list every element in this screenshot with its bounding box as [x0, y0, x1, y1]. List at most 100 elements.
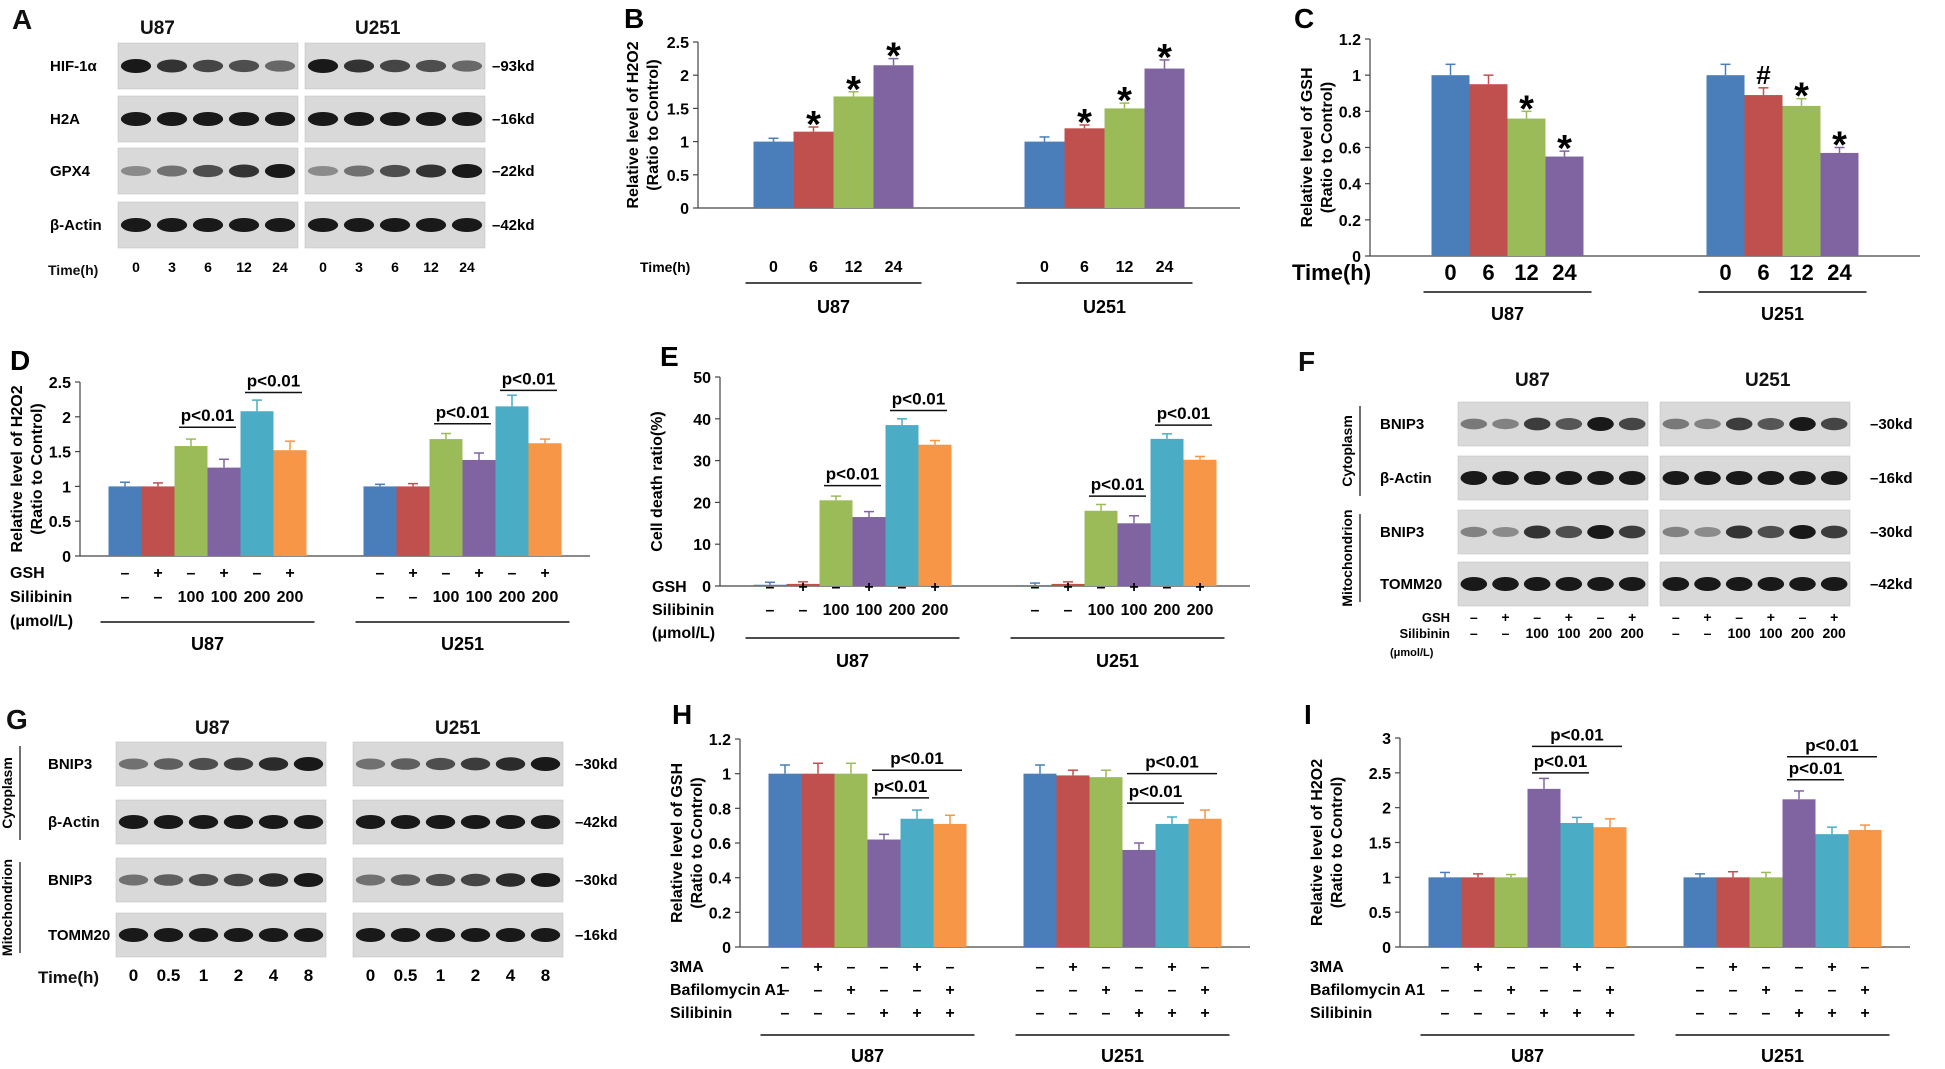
blot-band	[355, 815, 386, 829]
condition-value: –	[766, 602, 775, 619]
kd-label: –30kd	[575, 872, 618, 889]
bar	[240, 411, 274, 556]
significance-mark: *	[806, 104, 821, 146]
condition-value: 200	[1791, 625, 1815, 641]
condition-value: 200	[499, 589, 526, 606]
p-value-label: p<0.01	[181, 406, 234, 425]
condition-value: 24	[1156, 259, 1174, 276]
blot-strip	[352, 799, 564, 845]
condition-value: +	[474, 565, 483, 582]
blot-band	[379, 112, 411, 126]
blot-strip	[352, 912, 564, 958]
condition-value: +	[1063, 579, 1072, 596]
blot-band	[1725, 417, 1753, 431]
blot-band	[307, 112, 339, 126]
bar	[867, 839, 901, 947]
kd-label: –16kd	[575, 927, 618, 944]
blot-strip	[1659, 561, 1851, 607]
blot-band	[188, 928, 219, 942]
time-value: 4	[269, 966, 279, 985]
group-name: U251	[1761, 1046, 1804, 1066]
significance-mark: *	[1832, 125, 1847, 167]
time-value: 3	[168, 259, 176, 275]
condition-row-label: Silibinin	[652, 602, 714, 619]
blot-row-label: β-Actin	[1380, 470, 1432, 487]
condition-value: 100	[178, 589, 205, 606]
blot-band	[188, 873, 219, 887]
blot-strip	[115, 857, 327, 903]
blot-band	[425, 757, 456, 771]
condition-value: –	[1069, 1005, 1078, 1022]
condition-value: +	[1860, 1005, 1869, 1022]
blot-band	[1789, 525, 1816, 539]
y-tick-label: 2.5	[667, 35, 689, 52]
blot-band	[228, 59, 260, 73]
condition-value: +	[945, 982, 954, 999]
kd-label: –42kd	[1870, 576, 1913, 593]
condition-value: –	[1135, 959, 1144, 976]
blot-band	[228, 164, 260, 178]
condition-value: –	[1795, 959, 1804, 976]
blot-band	[415, 112, 447, 126]
p-value-label: p<0.01	[890, 749, 943, 768]
blot-band	[355, 928, 386, 942]
blot-band	[1694, 577, 1721, 591]
bar	[1527, 788, 1561, 947]
significance-mark: *	[1519, 88, 1534, 130]
y-tick-label: 1.2	[709, 732, 731, 749]
condition-value: 24	[885, 259, 903, 276]
blot-band	[1694, 418, 1721, 430]
blot-band	[1523, 577, 1551, 591]
condition-value: +	[408, 565, 417, 582]
p-value-label: p<0.01	[1550, 725, 1603, 744]
blot-band	[451, 60, 483, 72]
blot-band	[1460, 577, 1488, 591]
condition-value: –	[121, 589, 130, 606]
blot-band	[1662, 418, 1690, 430]
condition-value: +	[1200, 982, 1209, 999]
condition-value: +	[1628, 609, 1636, 625]
y-tick-label: 20	[693, 495, 711, 512]
blot-band	[156, 59, 188, 73]
condition-value: +	[1101, 982, 1110, 999]
time-value: 0.5	[157, 966, 181, 985]
blot-band	[343, 112, 375, 126]
blot-band	[1523, 471, 1551, 485]
bar	[1144, 68, 1185, 208]
bar	[1428, 877, 1462, 947]
blot-band	[1492, 577, 1519, 591]
condition-value: –	[1097, 579, 1106, 596]
kd-label: –42kd	[575, 814, 618, 831]
y-axis-label: Relative level of H2O2	[9, 385, 26, 552]
condition-row-label: Time(h)	[1292, 260, 1371, 285]
blot-band	[1757, 525, 1785, 539]
condition-value: 6	[1482, 260, 1494, 285]
bar	[1064, 128, 1105, 208]
unit-label: (μmol/L)	[10, 613, 73, 630]
blot-band	[223, 757, 254, 771]
blot-strip	[1457, 455, 1649, 501]
panel-label: I	[1304, 700, 1312, 730]
time-value: 1	[436, 966, 445, 985]
condition-value: –	[1729, 1005, 1738, 1022]
blot-row-label: BNIP3	[48, 872, 92, 889]
bar	[1782, 105, 1821, 257]
blot-band	[258, 873, 289, 887]
blot-band	[1492, 526, 1519, 538]
significance-mark: #	[1756, 60, 1771, 90]
blot-band	[1460, 418, 1488, 430]
condition-value: 100	[1088, 602, 1115, 619]
condition-row-label: GSH	[1422, 610, 1450, 625]
y-tick-label: 0.5	[1369, 905, 1391, 922]
blot-band	[379, 218, 411, 232]
group-name: U251	[1096, 651, 1139, 671]
blot-strip	[352, 857, 564, 903]
condition-value: +	[1200, 1005, 1209, 1022]
blot-strip	[115, 741, 327, 787]
condition-value: +	[1167, 1005, 1176, 1022]
y-tick-label: 1.2	[1339, 32, 1361, 49]
blot-band	[390, 815, 421, 829]
group-name: U251	[1083, 297, 1126, 317]
kd-label: –30kd	[575, 756, 618, 773]
blot-band	[415, 164, 447, 178]
